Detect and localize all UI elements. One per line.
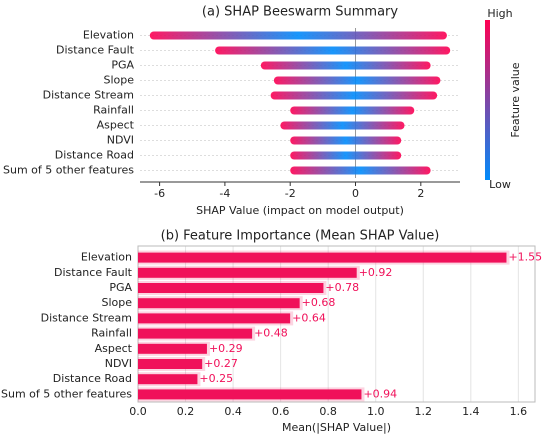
bar <box>138 374 198 385</box>
swarm <box>273 76 441 85</box>
y-tick-label: PGA <box>111 59 134 72</box>
x-axis-label: SHAP Value (impact on model output) <box>196 204 404 217</box>
swarm <box>260 61 431 70</box>
value-label: +0.92 <box>359 266 393 279</box>
plot-frame <box>137 245 536 403</box>
y-tick-label: Distance Road <box>55 149 134 162</box>
colorbar-label: Feature value <box>509 62 522 137</box>
x-tick-label: 0.4 <box>224 405 242 418</box>
y-tick-label: Elevation <box>81 251 132 264</box>
bar <box>138 328 253 339</box>
y-tick-label: Elevation <box>83 29 134 42</box>
x-tick-label: 0.6 <box>272 405 290 418</box>
swarm <box>290 136 402 145</box>
x-tick-label: 2 <box>417 187 424 200</box>
y-tick-label: Sum of 5 other features <box>3 164 134 177</box>
value-label: +0.29 <box>209 342 243 355</box>
swarm <box>215 46 451 55</box>
y-tick-label: Distance Stream <box>43 89 134 102</box>
y-tick-label: Rainfall <box>91 327 132 340</box>
bar <box>138 313 291 324</box>
bar <box>138 359 203 369</box>
y-tick-label: Distance Stream <box>41 311 132 324</box>
swarm <box>290 166 431 175</box>
value-label: +0.27 <box>204 357 238 370</box>
value-label: +0.64 <box>292 311 326 324</box>
x-tick-label: 1.6 <box>510 405 528 418</box>
y-tick-label: Rainfall <box>93 104 134 117</box>
y-tick-label: Sum of 5 other features <box>1 387 132 400</box>
y-tick-label: NDVI <box>107 134 134 147</box>
swarm <box>290 151 402 160</box>
value-label: +0.94 <box>363 387 397 400</box>
y-tick-label: Slope <box>101 296 132 309</box>
y-tick-label: PGA <box>109 281 132 294</box>
value-label: +0.48 <box>254 327 288 340</box>
x-tick-label: 0.2 <box>177 405 195 418</box>
y-tick-label: Distance Fault <box>54 266 133 279</box>
swarm <box>290 106 415 115</box>
x-tick-label: -6 <box>154 187 165 200</box>
y-tick-label: Aspect <box>95 342 133 355</box>
swarm <box>270 91 438 100</box>
y-tick-label: Distance Road <box>53 372 132 385</box>
x-tick-label: -2 <box>285 187 296 200</box>
swarm <box>280 121 405 130</box>
chart-title: (a) SHAP Beeswarm Summary <box>202 5 398 20</box>
value-label: +0.68 <box>302 296 336 309</box>
y-tick-label: Aspect <box>97 119 135 132</box>
bar <box>138 389 362 400</box>
chart-title: (b) Feature Importance (Mean SHAP Value) <box>161 229 440 244</box>
bar <box>138 298 300 309</box>
x-tick-label: 1.2 <box>415 405 433 418</box>
bar <box>138 252 507 263</box>
x-tick-label: 1.4 <box>462 405 480 418</box>
colorbar-high: High <box>487 7 512 20</box>
x-axis-label: Mean(|SHAP Value|) <box>282 421 391 434</box>
bar <box>138 283 324 293</box>
colorbar-low: Low <box>489 178 511 191</box>
bar <box>138 267 357 278</box>
x-tick-label: -4 <box>219 187 230 200</box>
colorbar <box>485 20 490 180</box>
swarm <box>149 31 447 40</box>
value-label: +0.78 <box>325 281 359 294</box>
x-tick-label: 0.0 <box>129 405 147 418</box>
value-label: +0.25 <box>199 372 233 385</box>
bar <box>138 343 207 354</box>
y-tick-label: Slope <box>103 74 134 87</box>
x-tick-label: 0 <box>352 187 359 200</box>
y-tick-label: Distance Fault <box>56 44 135 57</box>
value-label: +1.55 <box>508 251 542 264</box>
y-tick-label: NDVI <box>105 357 132 370</box>
x-tick-label: 1.0 <box>367 405 385 418</box>
x-tick-label: 0.8 <box>319 405 337 418</box>
